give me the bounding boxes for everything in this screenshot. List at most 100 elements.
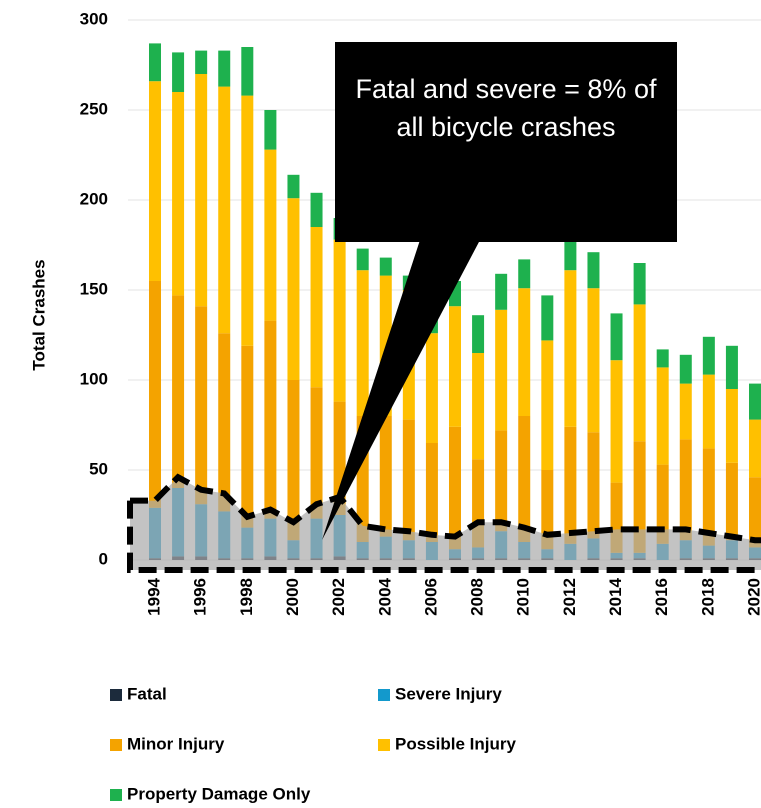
bar-segment	[656, 464, 669, 544]
overlay-outline	[130, 473, 761, 544]
bar-segment	[287, 174, 300, 199]
bar-segment	[172, 92, 185, 296]
bar-segment	[195, 74, 208, 307]
bar-segment	[402, 419, 415, 541]
bar-segment	[725, 462, 738, 541]
bar-segment	[287, 380, 300, 541]
overlay-border	[127, 500, 761, 573]
bar-segment	[218, 333, 231, 512]
y-tick-label: 50	[89, 459, 108, 478]
legend-swatch	[110, 789, 122, 801]
bar-segment	[679, 354, 692, 384]
bar-segment	[241, 345, 254, 528]
bar-segment	[495, 273, 508, 310]
bar-segment	[264, 149, 277, 321]
legend-swatch	[110, 689, 122, 701]
x-tick-label: 2008	[468, 578, 487, 616]
bar-segment	[379, 416, 392, 537]
bar-segment	[679, 383, 692, 440]
callout-pointer	[322, 240, 480, 540]
y-tick-label: 0	[99, 549, 108, 568]
x-tick-label: 2014	[606, 577, 625, 615]
y-tick-label: 150	[80, 279, 108, 298]
bar-segment	[702, 374, 715, 449]
bar-segment	[564, 236, 577, 271]
legend-label: Property Damage Only	[127, 784, 311, 803]
bar-segment	[449, 426, 461, 550]
bar-segment	[633, 263, 646, 305]
bar-segment	[310, 192, 323, 227]
bar-segment	[172, 295, 185, 488]
y-tick-label: 200	[80, 189, 108, 208]
bar-segment	[195, 306, 208, 505]
bar-segment	[633, 304, 646, 442]
y-axis-label: Total Crashes	[29, 259, 48, 370]
bar-segment	[495, 430, 508, 532]
bar-segment	[749, 383, 761, 420]
legend-swatch	[378, 739, 390, 751]
bar-segment	[172, 52, 185, 92]
bar-segment	[356, 270, 369, 416]
x-tick-label: 1994	[144, 577, 163, 615]
x-tick-label: 2018	[698, 578, 717, 616]
legend-label: Possible Injury	[395, 734, 516, 753]
bar-segment	[149, 81, 161, 281]
bar-segment	[449, 306, 461, 427]
bar-segment	[472, 315, 485, 353]
bar-segment	[425, 443, 438, 542]
bar-segment	[541, 295, 554, 341]
y-tick-label: 250	[80, 99, 108, 118]
legend-label: Fatal	[127, 684, 167, 703]
bar-segment	[287, 198, 300, 380]
y-tick-label: 100	[80, 369, 108, 388]
bar-segment	[587, 252, 600, 289]
x-tick-label: 1998	[237, 578, 256, 616]
bar-segment	[379, 257, 392, 276]
bar-segment	[702, 448, 715, 546]
bar-segment	[472, 353, 485, 460]
bar-segment	[749, 477, 761, 548]
bar-segment	[725, 389, 738, 463]
x-tick-label: 2004	[375, 577, 394, 615]
bar-segment	[310, 227, 323, 388]
bar-segment	[610, 313, 623, 361]
x-tick-label: 1996	[191, 578, 210, 616]
bar-segment	[333, 239, 346, 402]
bar-segment	[587, 432, 600, 539]
bar-segment	[195, 50, 208, 74]
x-tick-label: 2016	[652, 578, 671, 616]
bar-segment	[149, 281, 161, 508]
bar-segment	[541, 470, 554, 550]
bar-segment	[241, 95, 254, 346]
overlay-area	[130, 477, 761, 570]
legend-swatch	[110, 739, 122, 751]
x-tick-label: 2010	[514, 578, 533, 616]
x-tick-label: 2020	[744, 578, 761, 616]
bar-segment	[633, 441, 646, 553]
annotation: Fatal and severe = 8% of all bicycle cra…	[355, 74, 657, 142]
bar-segment	[541, 340, 554, 470]
bar-segment	[495, 309, 508, 431]
bar-segment	[356, 248, 369, 271]
y-tick-label: 300	[80, 9, 108, 28]
bar-segment	[218, 50, 231, 87]
x-tick-label: 2002	[329, 578, 348, 616]
bar-segment	[310, 387, 323, 519]
bar-segment	[518, 288, 531, 416]
x-tick-label: 2012	[560, 578, 579, 616]
callout-box	[335, 42, 677, 242]
legend-label: Severe Injury	[395, 684, 502, 703]
bar-segment	[518, 416, 531, 542]
bar-segment	[679, 439, 692, 541]
bar-segment	[749, 419, 761, 478]
legend-swatch	[378, 689, 390, 701]
bar-segment	[656, 349, 669, 368]
bar-segment	[264, 320, 277, 519]
x-tick-label: 2006	[421, 578, 440, 616]
bar-segment	[218, 86, 231, 334]
bar-segment	[564, 270, 577, 427]
bar-segment	[149, 43, 161, 82]
legend-label: Minor Injury	[127, 734, 225, 753]
